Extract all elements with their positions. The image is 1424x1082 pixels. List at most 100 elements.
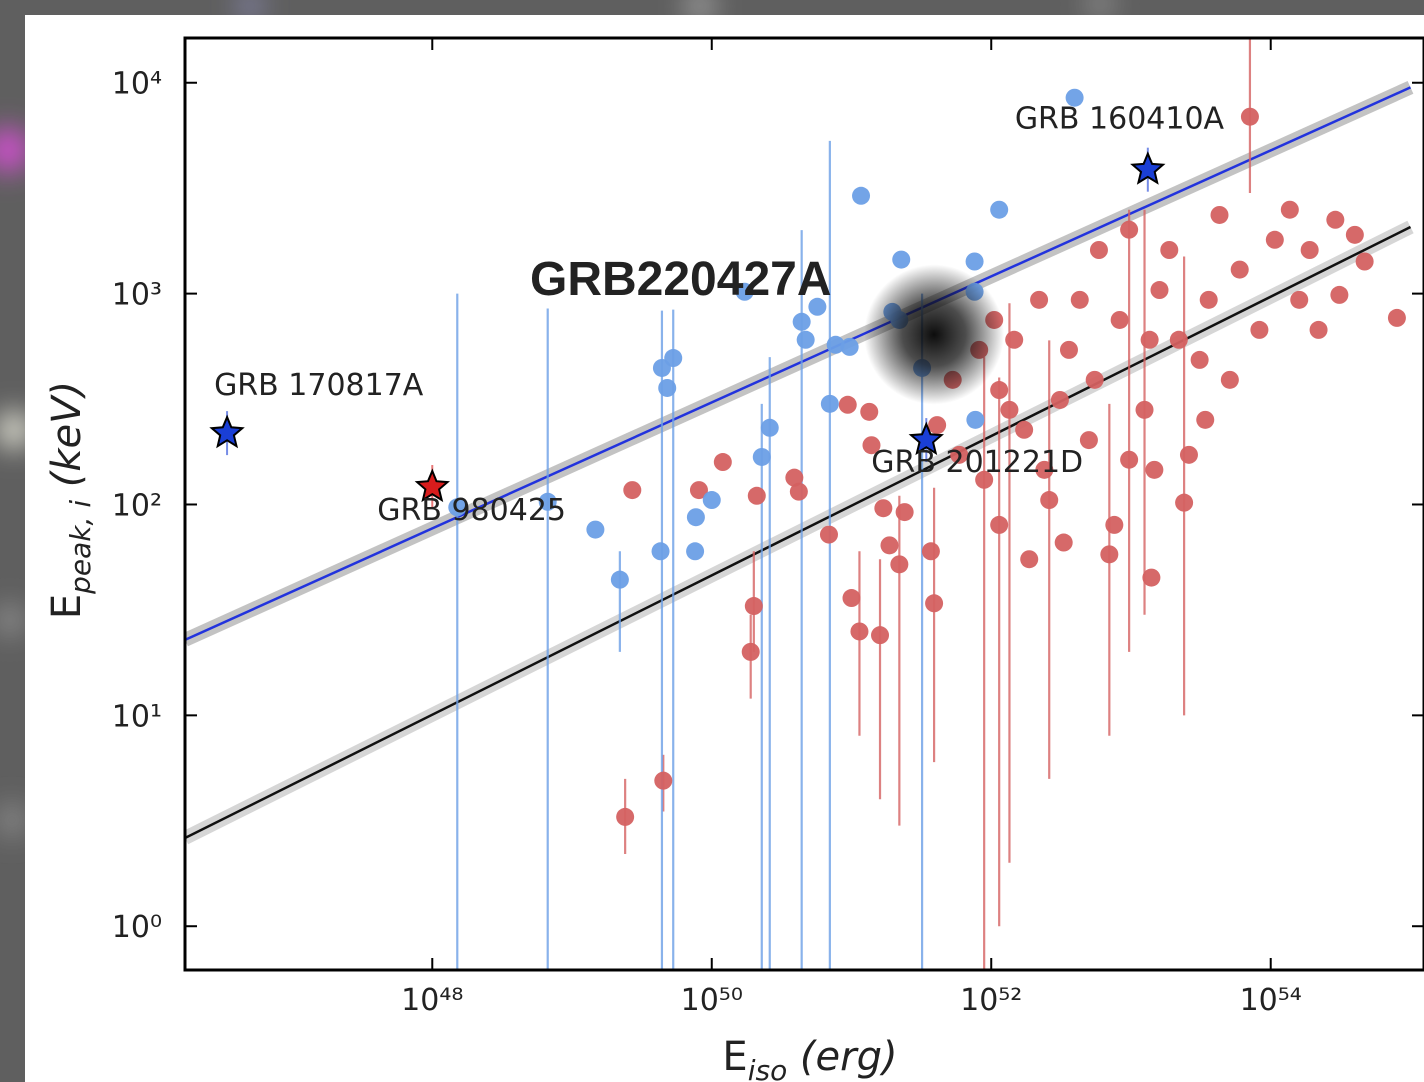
data-point: [1030, 290, 1049, 309]
data-point: [752, 447, 771, 466]
data-point: [950, 445, 969, 464]
data-point: [658, 378, 677, 397]
data-point: [747, 486, 766, 505]
plot-area: GRB220427A GRB 170817A GRB 980425 GRB 16041…: [44, 36, 1424, 1082]
data-point: [1105, 515, 1124, 534]
data-point: [852, 186, 871, 205]
data-point: [1230, 260, 1249, 279]
data-point: [686, 542, 705, 561]
y-tick-label: 10³: [112, 278, 162, 313]
data-point: [1345, 225, 1364, 244]
data-point: [1020, 550, 1039, 569]
data-point: [689, 481, 708, 500]
data-point: [860, 402, 879, 421]
data-point: [713, 453, 732, 472]
data-point: [1054, 533, 1073, 552]
data-point: [1355, 252, 1374, 271]
y-tick-label: 10²: [112, 488, 162, 523]
data-point: [796, 330, 815, 349]
label-sub: iso: [748, 1054, 788, 1082]
data-point: [826, 335, 845, 354]
data-point: [1079, 431, 1098, 450]
fit-line: [185, 86, 1412, 642]
data-point: [965, 252, 984, 271]
data-point: [741, 642, 760, 661]
x-tick-label: 10⁵⁰: [681, 983, 743, 1018]
data-point: [654, 771, 673, 790]
data-point: [1190, 350, 1209, 369]
data-point: [975, 470, 994, 489]
data-point: [760, 418, 779, 437]
data-point: [842, 589, 861, 608]
data-point: [1059, 340, 1078, 359]
data-point: [1120, 450, 1139, 469]
data-point: [448, 498, 467, 517]
data-point: [990, 515, 1009, 534]
data-point: [1199, 290, 1218, 309]
ylabel-label: Epeak, i (keV): [44, 381, 97, 619]
data-point: [880, 536, 899, 555]
x-tick-label: 10⁵²: [960, 983, 1022, 1018]
y-tick-label: 10⁴: [112, 67, 162, 102]
star-marker: [414, 468, 450, 503]
data-point: [1169, 330, 1188, 349]
data-point: [1210, 205, 1229, 224]
data-point: [1179, 445, 1198, 464]
data-point: [1120, 220, 1139, 239]
data-point: [928, 416, 947, 435]
data-point: [1140, 330, 1159, 349]
data-point: [586, 520, 605, 539]
data-point: [1070, 290, 1089, 309]
data-point: [820, 394, 839, 413]
data-point: [789, 482, 808, 501]
data-point: [1145, 460, 1164, 479]
data-point: [610, 570, 629, 589]
label-main: E: [722, 1034, 747, 1080]
data-point: [850, 622, 869, 641]
data-point: [990, 381, 1009, 400]
xlabel-label: Eiso (erg): [722, 1034, 897, 1082]
data-point: [785, 468, 804, 487]
data-point: [744, 597, 763, 616]
data-point: [990, 200, 1009, 219]
star-label: GRB 170817A: [214, 368, 424, 403]
data-point: [1265, 230, 1284, 249]
x-tick-label: 10⁵⁴: [1240, 983, 1302, 1018]
data-point: [1065, 88, 1084, 107]
data-point: [1290, 290, 1309, 309]
data-point: [862, 436, 881, 455]
data-point: [840, 337, 859, 356]
data-point: [1050, 390, 1069, 409]
data-point: [1175, 493, 1194, 512]
star-label: GRB 980425: [377, 493, 566, 528]
data-point: [1005, 330, 1024, 349]
data-layer: [185, 38, 1414, 970]
data-point: [895, 503, 914, 522]
label-unit: (keV): [44, 381, 90, 500]
data-point: [1089, 241, 1108, 260]
data-point: [1280, 200, 1299, 219]
data-point: [1387, 308, 1406, 327]
data-point: [1330, 285, 1349, 304]
data-point: [838, 395, 857, 414]
data-point: [792, 312, 811, 331]
star-label: GRB 201221D: [871, 445, 1083, 480]
data-point: [1309, 320, 1328, 339]
star-marker: [209, 414, 245, 449]
data-point: [871, 626, 890, 645]
data-point: [1326, 210, 1345, 229]
x-tick-label: 10⁴⁸: [401, 983, 463, 1018]
label-sub: peak, i: [64, 500, 97, 595]
y-tick-label: 10¹: [112, 699, 162, 734]
fit-line: [185, 225, 1412, 840]
star-label: GRB 160410A: [1015, 102, 1225, 137]
data-point: [808, 297, 827, 316]
data-point: [1110, 310, 1129, 329]
data-point: [1160, 241, 1179, 260]
data-point: [874, 499, 893, 518]
data-point: [1196, 410, 1215, 429]
data-point: [1035, 460, 1054, 479]
data-point: [1000, 400, 1019, 419]
